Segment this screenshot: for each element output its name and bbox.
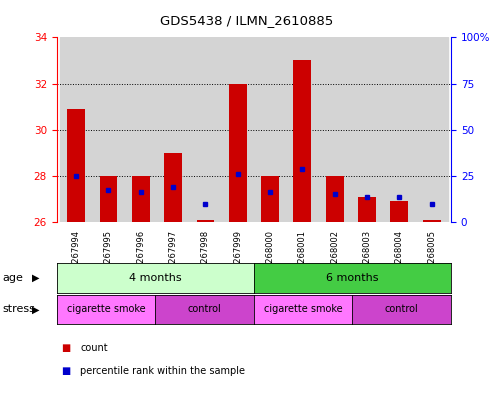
Bar: [416, 37, 448, 222]
Text: control: control: [385, 305, 419, 314]
Bar: [100, 176, 117, 222]
Text: ▶: ▶: [32, 305, 39, 314]
Bar: [423, 220, 441, 222]
Bar: [293, 61, 311, 222]
Bar: [157, 37, 189, 222]
Text: 4 months: 4 months: [129, 273, 181, 283]
Text: ■: ■: [62, 343, 71, 353]
Bar: [132, 176, 150, 222]
Bar: [164, 153, 182, 222]
Text: control: control: [188, 305, 221, 314]
Text: ■: ■: [62, 366, 71, 376]
Bar: [390, 201, 408, 222]
Bar: [221, 37, 254, 222]
Bar: [67, 109, 85, 222]
Bar: [60, 37, 92, 222]
Bar: [318, 37, 351, 222]
Text: stress: stress: [2, 305, 35, 314]
Text: cigarette smoke: cigarette smoke: [264, 305, 343, 314]
Bar: [286, 37, 318, 222]
Bar: [351, 37, 383, 222]
Text: count: count: [80, 343, 108, 353]
Text: cigarette smoke: cigarette smoke: [67, 305, 145, 314]
Text: age: age: [2, 273, 23, 283]
Bar: [261, 176, 279, 222]
Bar: [254, 37, 286, 222]
Bar: [229, 83, 246, 222]
Bar: [326, 176, 344, 222]
Bar: [125, 37, 157, 222]
Bar: [358, 196, 376, 222]
Text: GDS5438 / ILMN_2610885: GDS5438 / ILMN_2610885: [160, 14, 333, 27]
Bar: [383, 37, 416, 222]
Bar: [189, 37, 221, 222]
Bar: [92, 37, 125, 222]
Bar: [197, 220, 214, 222]
Text: 6 months: 6 months: [326, 273, 379, 283]
Text: ▶: ▶: [32, 273, 39, 283]
Text: percentile rank within the sample: percentile rank within the sample: [80, 366, 246, 376]
